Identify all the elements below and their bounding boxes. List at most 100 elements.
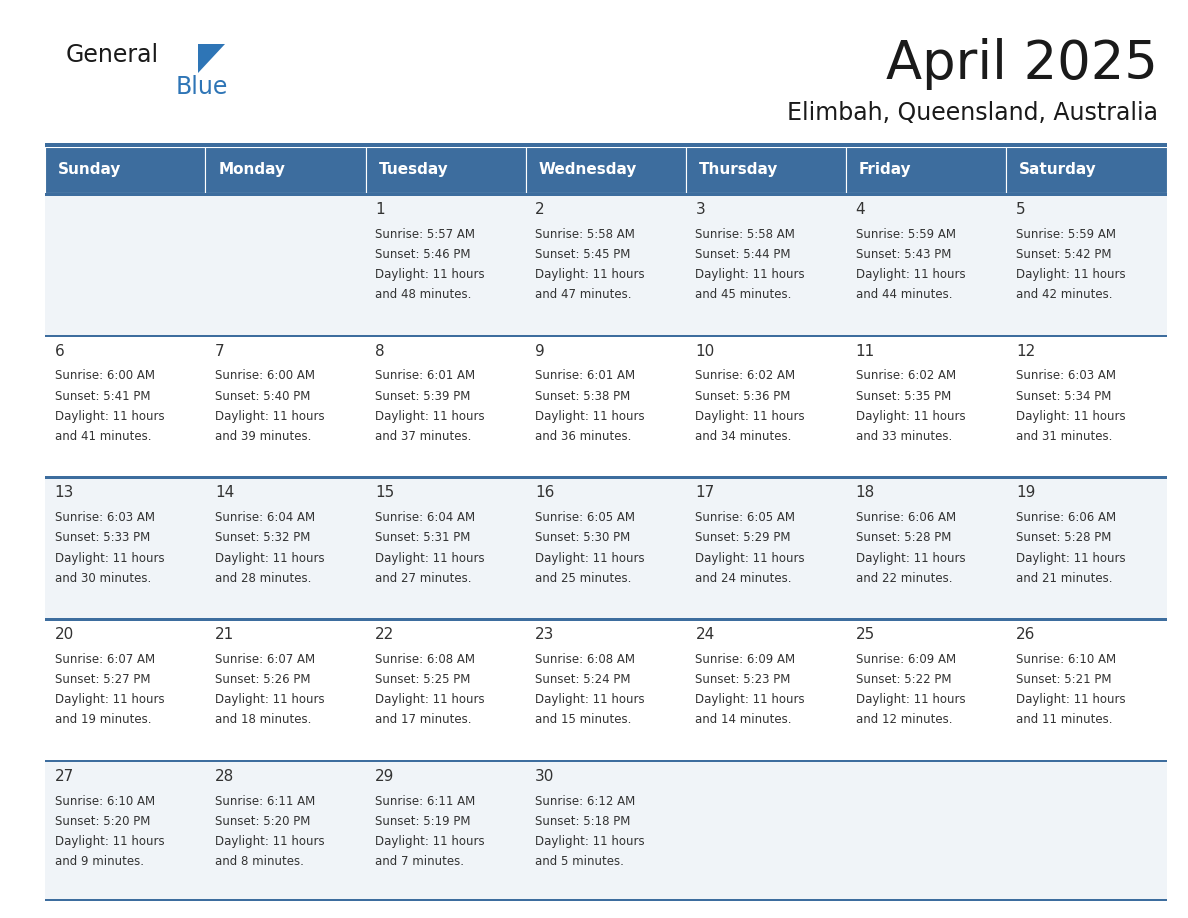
Text: 5: 5 (1016, 202, 1025, 217)
Text: and 36 minutes.: and 36 minutes. (536, 430, 632, 443)
Text: 30: 30 (536, 769, 555, 784)
Text: Sunrise: 6:03 AM: Sunrise: 6:03 AM (55, 511, 154, 524)
Text: and 25 minutes.: and 25 minutes. (536, 572, 632, 585)
Text: Sunrise: 6:01 AM: Sunrise: 6:01 AM (375, 369, 475, 383)
Text: Daylight: 11 hours: Daylight: 11 hours (1016, 409, 1125, 423)
Text: 6: 6 (55, 343, 64, 359)
Text: Sunday: Sunday (58, 162, 121, 177)
Text: Daylight: 11 hours: Daylight: 11 hours (215, 835, 324, 848)
Text: Sunrise: 6:11 AM: Sunrise: 6:11 AM (215, 795, 315, 808)
Text: 27: 27 (55, 769, 74, 784)
Text: Daylight: 11 hours: Daylight: 11 hours (695, 693, 805, 706)
Text: 1: 1 (375, 202, 385, 217)
Text: Monday: Monday (219, 162, 285, 177)
Text: Sunset: 5:44 PM: Sunset: 5:44 PM (695, 248, 791, 261)
Text: Sunrise: 6:04 AM: Sunrise: 6:04 AM (375, 511, 475, 524)
Text: 14: 14 (215, 486, 234, 500)
Text: 11: 11 (855, 343, 874, 359)
Text: and 42 minutes.: and 42 minutes. (1016, 288, 1112, 301)
Text: Sunrise: 6:08 AM: Sunrise: 6:08 AM (536, 653, 636, 666)
Text: 19: 19 (1016, 486, 1035, 500)
Text: and 18 minutes.: and 18 minutes. (215, 713, 311, 726)
Text: 26: 26 (1016, 627, 1035, 643)
Text: Sunset: 5:26 PM: Sunset: 5:26 PM (215, 673, 310, 686)
Text: Thursday: Thursday (699, 162, 778, 177)
Text: 18: 18 (855, 486, 874, 500)
Text: Sunset: 5:24 PM: Sunset: 5:24 PM (536, 673, 631, 686)
Text: Sunset: 5:20 PM: Sunset: 5:20 PM (55, 815, 150, 828)
Text: Sunrise: 6:09 AM: Sunrise: 6:09 AM (855, 653, 956, 666)
Text: 17: 17 (695, 486, 715, 500)
Text: 12: 12 (1016, 343, 1035, 359)
Text: 24: 24 (695, 627, 715, 643)
Text: Sunrise: 6:05 AM: Sunrise: 6:05 AM (695, 511, 796, 524)
Text: Sunset: 5:34 PM: Sunset: 5:34 PM (1016, 389, 1111, 403)
Text: Daylight: 11 hours: Daylight: 11 hours (55, 835, 164, 848)
Text: Daylight: 11 hours: Daylight: 11 hours (536, 409, 645, 423)
Text: Daylight: 11 hours: Daylight: 11 hours (1016, 268, 1125, 281)
Text: and 47 minutes.: and 47 minutes. (536, 288, 632, 301)
Text: Sunset: 5:20 PM: Sunset: 5:20 PM (215, 815, 310, 828)
Text: 8: 8 (375, 343, 385, 359)
Text: Sunrise: 6:10 AM: Sunrise: 6:10 AM (1016, 653, 1116, 666)
Text: Sunset: 5:46 PM: Sunset: 5:46 PM (375, 248, 470, 261)
Polygon shape (198, 44, 225, 73)
Text: Daylight: 11 hours: Daylight: 11 hours (695, 552, 805, 565)
Text: Daylight: 11 hours: Daylight: 11 hours (375, 552, 485, 565)
Text: 16: 16 (536, 486, 555, 500)
Text: and 27 minutes.: and 27 minutes. (375, 572, 472, 585)
Text: Sunrise: 6:01 AM: Sunrise: 6:01 AM (536, 369, 636, 383)
Text: Sunset: 5:28 PM: Sunset: 5:28 PM (855, 532, 952, 544)
Text: 21: 21 (215, 627, 234, 643)
Text: and 7 minutes.: and 7 minutes. (375, 856, 465, 868)
Text: Daylight: 11 hours: Daylight: 11 hours (375, 268, 485, 281)
Text: Sunset: 5:40 PM: Sunset: 5:40 PM (215, 389, 310, 403)
Text: Sunset: 5:32 PM: Sunset: 5:32 PM (215, 532, 310, 544)
Text: 28: 28 (215, 769, 234, 784)
Text: Sunrise: 6:08 AM: Sunrise: 6:08 AM (375, 653, 475, 666)
Text: Sunset: 5:22 PM: Sunset: 5:22 PM (855, 673, 952, 686)
Text: Sunset: 5:36 PM: Sunset: 5:36 PM (695, 389, 791, 403)
Text: Sunset: 5:41 PM: Sunset: 5:41 PM (55, 389, 150, 403)
Text: Sunset: 5:42 PM: Sunset: 5:42 PM (1016, 248, 1112, 261)
Text: Friday: Friday (859, 162, 911, 177)
Text: and 15 minutes.: and 15 minutes. (536, 713, 632, 726)
Text: Daylight: 11 hours: Daylight: 11 hours (215, 552, 324, 565)
Text: Sunrise: 5:59 AM: Sunrise: 5:59 AM (855, 228, 955, 241)
Text: Sunrise: 6:04 AM: Sunrise: 6:04 AM (215, 511, 315, 524)
Text: and 9 minutes.: and 9 minutes. (55, 856, 144, 868)
Text: and 30 minutes.: and 30 minutes. (55, 572, 151, 585)
Text: 29: 29 (375, 769, 394, 784)
Text: Sunrise: 6:00 AM: Sunrise: 6:00 AM (55, 369, 154, 383)
Text: Wednesday: Wednesday (538, 162, 637, 177)
Text: and 34 minutes.: and 34 minutes. (695, 430, 792, 443)
Text: Sunrise: 5:59 AM: Sunrise: 5:59 AM (1016, 228, 1116, 241)
Text: Daylight: 11 hours: Daylight: 11 hours (375, 835, 485, 848)
Text: Daylight: 11 hours: Daylight: 11 hours (375, 409, 485, 423)
Text: Sunrise: 5:58 AM: Sunrise: 5:58 AM (695, 228, 795, 241)
Text: Sunrise: 6:02 AM: Sunrise: 6:02 AM (695, 369, 796, 383)
Text: Sunset: 5:33 PM: Sunset: 5:33 PM (55, 532, 150, 544)
Text: Daylight: 11 hours: Daylight: 11 hours (215, 693, 324, 706)
Text: 22: 22 (375, 627, 394, 643)
Text: and 28 minutes.: and 28 minutes. (215, 572, 311, 585)
Text: Sunrise: 6:07 AM: Sunrise: 6:07 AM (55, 653, 154, 666)
Text: Sunrise: 5:58 AM: Sunrise: 5:58 AM (536, 228, 636, 241)
Text: Daylight: 11 hours: Daylight: 11 hours (855, 693, 966, 706)
Text: Elimbah, Queensland, Australia: Elimbah, Queensland, Australia (788, 101, 1158, 125)
Text: 25: 25 (855, 627, 874, 643)
Text: Sunset: 5:30 PM: Sunset: 5:30 PM (536, 532, 631, 544)
Text: Daylight: 11 hours: Daylight: 11 hours (536, 835, 645, 848)
Text: Sunrise: 6:06 AM: Sunrise: 6:06 AM (855, 511, 956, 524)
Text: and 14 minutes.: and 14 minutes. (695, 713, 792, 726)
Text: and 31 minutes.: and 31 minutes. (1016, 430, 1112, 443)
Text: April 2025: April 2025 (886, 39, 1158, 90)
Text: and 17 minutes.: and 17 minutes. (375, 713, 472, 726)
Text: Sunrise: 6:05 AM: Sunrise: 6:05 AM (536, 511, 636, 524)
Text: Sunset: 5:21 PM: Sunset: 5:21 PM (1016, 673, 1112, 686)
Text: Sunset: 5:25 PM: Sunset: 5:25 PM (375, 673, 470, 686)
Text: Sunrise: 6:00 AM: Sunrise: 6:00 AM (215, 369, 315, 383)
Text: Sunset: 5:38 PM: Sunset: 5:38 PM (536, 389, 631, 403)
Text: Daylight: 11 hours: Daylight: 11 hours (536, 268, 645, 281)
Text: Sunset: 5:45 PM: Sunset: 5:45 PM (536, 248, 631, 261)
